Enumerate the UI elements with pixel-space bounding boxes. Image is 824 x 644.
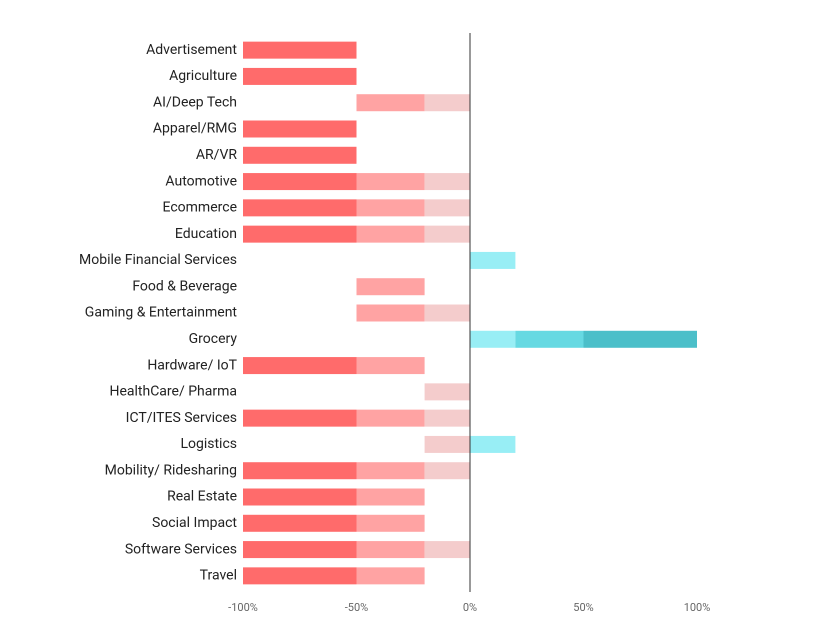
bar-segment bbox=[356, 304, 425, 322]
bar-segment bbox=[243, 541, 357, 559]
bar-segment bbox=[356, 541, 425, 559]
bar-segment bbox=[356, 94, 425, 112]
bar-segment bbox=[470, 251, 516, 269]
x-tick-label: 100% bbox=[684, 601, 711, 614]
category-label: AR/VR bbox=[196, 147, 237, 163]
bar-segment bbox=[243, 199, 357, 217]
category-label: Mobile Financial Services bbox=[79, 252, 237, 268]
bar-segment bbox=[356, 278, 425, 296]
category-label: Automotive bbox=[165, 173, 237, 189]
bar-segment bbox=[243, 514, 357, 532]
bar-segment bbox=[424, 435, 470, 453]
x-tick-label: -100% bbox=[228, 601, 258, 614]
bar-segment bbox=[243, 225, 357, 243]
bar-segment bbox=[424, 304, 470, 322]
x-tick-label: 0% bbox=[463, 601, 477, 614]
category-label: ICT/ITES Services bbox=[126, 410, 237, 426]
bar-segment bbox=[243, 146, 357, 164]
bar-segment bbox=[356, 462, 425, 480]
bar-segment bbox=[583, 330, 697, 348]
bar-segment bbox=[243, 41, 357, 59]
category-label: Education bbox=[175, 226, 237, 242]
bar-segment bbox=[243, 67, 357, 85]
bar-segment bbox=[356, 173, 425, 191]
bar-segment bbox=[356, 225, 425, 243]
bar-segment bbox=[356, 357, 425, 375]
category-label: Gaming & Entertainment bbox=[85, 305, 238, 321]
bar-segment bbox=[470, 435, 516, 453]
category-label: Hardware/ IoT bbox=[147, 357, 237, 373]
category-label: Grocery bbox=[189, 331, 238, 347]
bar-segment bbox=[424, 199, 470, 217]
x-tick-label: 50% bbox=[573, 601, 593, 614]
category-label: AI/Deep Tech bbox=[153, 94, 237, 110]
bar-segment bbox=[356, 199, 425, 217]
bar-segment bbox=[243, 409, 357, 427]
bar-segment bbox=[424, 383, 470, 401]
category-label: Food & Beverage bbox=[132, 278, 237, 294]
category-label: Advertisement bbox=[146, 42, 237, 58]
category-label: Agriculture bbox=[169, 68, 237, 84]
bar-segment bbox=[424, 462, 470, 480]
bar-segment bbox=[356, 488, 425, 506]
category-label: Travel bbox=[200, 568, 237, 584]
bar-segment bbox=[424, 173, 470, 191]
bar-segment bbox=[356, 409, 425, 427]
category-label: Mobility/ Ridesharing bbox=[105, 462, 237, 478]
category-label: HealthCare/ Pharma bbox=[109, 384, 237, 400]
category-label: Social Impact bbox=[152, 515, 237, 531]
bar-segment bbox=[243, 488, 357, 506]
bar-segment bbox=[470, 330, 516, 348]
bar-segment bbox=[356, 514, 425, 532]
bar-segment bbox=[515, 330, 584, 348]
bar-segment bbox=[243, 173, 357, 191]
category-label: Software Services bbox=[125, 541, 237, 557]
bar-segment bbox=[356, 567, 425, 585]
bar-segment bbox=[243, 357, 357, 375]
bar-segment bbox=[424, 409, 470, 427]
bar-segment bbox=[424, 541, 470, 559]
category-label: Logistics bbox=[180, 436, 237, 452]
bar-segment bbox=[243, 120, 357, 138]
bar-segment bbox=[424, 225, 470, 243]
x-tick-label: -50% bbox=[345, 601, 368, 614]
category-label: Real Estate bbox=[167, 489, 237, 505]
category-label: Ecommerce bbox=[163, 200, 237, 216]
bar-segment bbox=[243, 462, 357, 480]
bar-segment bbox=[424, 94, 470, 112]
bar-segment bbox=[243, 567, 357, 585]
category-label: Apparel/RMG bbox=[153, 121, 237, 137]
